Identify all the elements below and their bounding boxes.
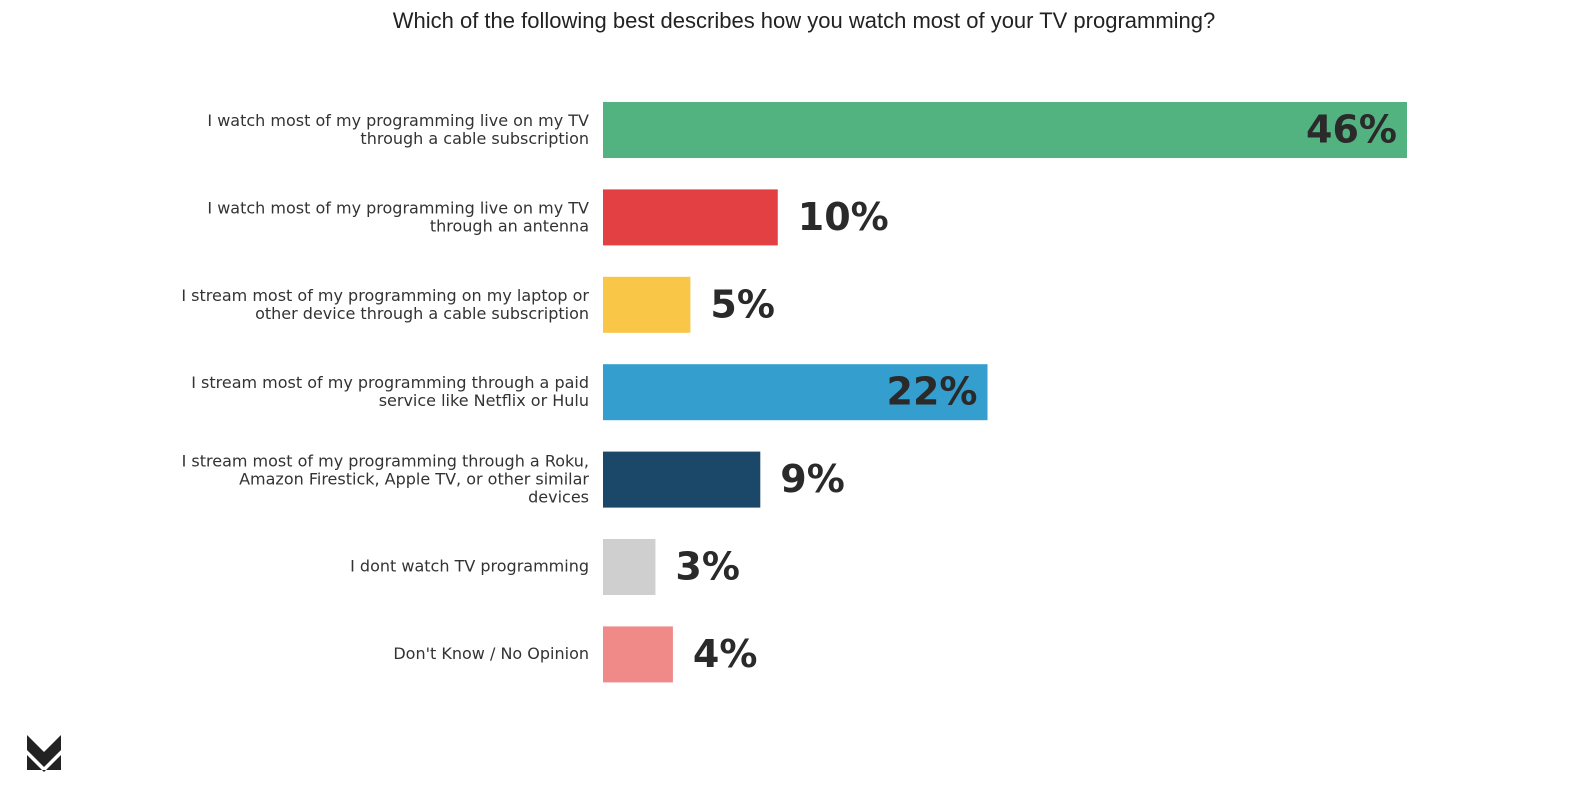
category-label: I watch most of my programming live on m… (207, 111, 589, 148)
category-label: Don't Know / No Opinion (393, 644, 589, 663)
category-label: I watch most of my programming live on m… (207, 198, 589, 235)
bar (603, 364, 988, 421)
bar (603, 539, 656, 595)
category-label: I stream most of my programming through … (191, 373, 589, 410)
chart-title: Which of the following best describes ho… (393, 8, 1216, 33)
value-label: 22% (887, 370, 978, 414)
value-label: 46% (1306, 108, 1397, 152)
bar (603, 451, 761, 508)
value-label: 10% (798, 195, 889, 239)
value-label: 4% (693, 632, 758, 676)
value-label: 3% (675, 545, 740, 589)
bar (603, 626, 673, 683)
category-label: I stream most of my programming through … (182, 451, 590, 506)
category-label: I dont watch TV programming (350, 557, 589, 576)
value-label: 5% (710, 282, 775, 326)
bar (603, 189, 778, 246)
bar (603, 276, 691, 333)
bar (603, 102, 1407, 158)
category-label: I stream most of my programming on my la… (181, 285, 589, 322)
value-label: 9% (780, 457, 845, 501)
logo (27, 735, 61, 772)
